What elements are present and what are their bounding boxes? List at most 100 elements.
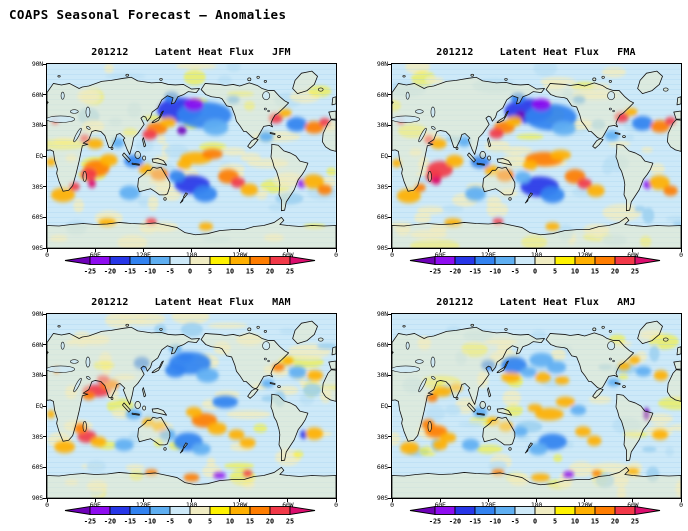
lat-tick-label: EQ xyxy=(380,151,389,160)
lon-tick xyxy=(680,498,682,502)
lon-tick-label: 0 xyxy=(334,251,338,259)
lat-tick-label: 90N xyxy=(376,59,388,68)
lon-tick xyxy=(191,248,192,252)
svg-text:-20: -20 xyxy=(104,518,116,526)
lon-tick-label: 120E xyxy=(480,251,496,259)
lon-tick xyxy=(335,498,337,502)
lat-tick xyxy=(43,186,47,188)
lon-tick-label: 0 xyxy=(390,501,394,509)
svg-text:15: 15 xyxy=(591,518,599,526)
lon-tick xyxy=(680,248,682,252)
lon-tick xyxy=(142,498,144,502)
svg-text:25: 25 xyxy=(631,518,639,526)
map-canvas-fma xyxy=(392,64,681,248)
svg-text:20: 20 xyxy=(611,518,619,526)
panel-title: 201212 Latent Heat Flux AMJ xyxy=(371,297,688,308)
lat-tick xyxy=(388,436,392,438)
svg-text:5: 5 xyxy=(208,518,212,526)
variable-name: Latent Heat Flux xyxy=(499,47,600,58)
lon-tick-label: 60W xyxy=(627,251,639,259)
svg-text:-25: -25 xyxy=(84,518,96,526)
svg-text:-15: -15 xyxy=(124,518,136,526)
season-label: AMJ xyxy=(617,297,636,308)
lat-tick-label: 30S xyxy=(31,432,43,441)
lon-tick xyxy=(632,248,634,252)
lat-tick xyxy=(388,466,392,468)
svg-text:10: 10 xyxy=(226,268,234,276)
lat-tick xyxy=(43,313,47,315)
lon-tick xyxy=(46,498,48,502)
lat-tick-label: 30N xyxy=(31,371,43,380)
lat-tick xyxy=(43,155,47,157)
lat-tick xyxy=(388,216,392,218)
lon-tick xyxy=(632,498,634,502)
lat-tick-label: 90S xyxy=(31,493,43,502)
init-time: 201212 xyxy=(91,297,129,308)
lon-tick-label: 0 xyxy=(45,501,49,509)
lon-tick xyxy=(584,248,586,252)
lat-tick-label: 90S xyxy=(31,243,43,252)
lon-tick-label: 120W xyxy=(232,501,248,509)
lat-tick-label: 30S xyxy=(376,432,388,441)
lat-tick-label: 30N xyxy=(376,121,388,130)
panel-mam: 201212 Latent Heat Flux MAM 90N 60N 30N EQ 30S… xyxy=(32,297,338,526)
lat-tick-label: 60N xyxy=(31,90,43,99)
lon-tick xyxy=(391,498,393,502)
lat-tick-label: 30N xyxy=(31,121,43,130)
lon-tick xyxy=(391,248,393,252)
lon-tick xyxy=(287,498,289,502)
lon-tick xyxy=(94,498,96,502)
lon-tick xyxy=(142,248,144,252)
lon-tick xyxy=(487,498,489,502)
svg-text:5: 5 xyxy=(208,268,212,276)
map-canvas-jfm xyxy=(47,64,336,248)
lon-tick xyxy=(335,248,337,252)
svg-text:5: 5 xyxy=(553,518,557,526)
lat-tick-label: 60N xyxy=(376,90,388,99)
svg-text:20: 20 xyxy=(611,268,619,276)
season-label: MAM xyxy=(272,297,291,308)
lat-tick xyxy=(43,374,47,376)
svg-text:-25: -25 xyxy=(429,268,441,276)
lon-tick-label: 0 xyxy=(390,251,394,259)
svg-text:20: 20 xyxy=(266,518,274,526)
colorbar-fma: -25 -20 -15 -10 -5 0 5 10 15 20 25 xyxy=(409,255,661,276)
lon-tick-label: 120W xyxy=(577,251,593,259)
svg-text:10: 10 xyxy=(571,518,579,526)
svg-text:-5: -5 xyxy=(511,518,519,526)
lat-tick xyxy=(388,186,392,188)
lon-tick-label: 120W xyxy=(577,501,593,509)
colorbar-jfm: -25 -20 -15 -10 -5 0 5 10 15 20 25 xyxy=(64,255,316,276)
map-frame-fma: 90N 60N 30N EQ 30S 60S 90S 0 60E 120E 180 120W 60W 0 xyxy=(377,61,683,258)
lat-tick xyxy=(388,405,392,407)
svg-text:15: 15 xyxy=(246,518,254,526)
svg-text:0: 0 xyxy=(188,518,192,526)
lon-tick-label: 60E xyxy=(89,501,101,509)
lat-tick xyxy=(388,63,392,65)
lon-tick-label: 120E xyxy=(135,501,151,509)
svg-text:25: 25 xyxy=(631,268,639,276)
lat-tick-label: EQ xyxy=(380,401,389,410)
lat-tick xyxy=(43,247,47,249)
svg-text:-20: -20 xyxy=(104,268,116,276)
svg-text:-10: -10 xyxy=(144,518,156,526)
lat-tick xyxy=(388,344,392,346)
lon-tick-label: 120E xyxy=(135,251,151,259)
svg-text:10: 10 xyxy=(571,268,579,276)
lat-tick-label: 30S xyxy=(376,182,388,191)
svg-text:-20: -20 xyxy=(449,268,461,276)
lon-tick xyxy=(536,248,537,252)
lon-tick xyxy=(46,248,48,252)
lon-tick-label: 0 xyxy=(45,251,49,259)
lon-tick xyxy=(239,248,241,252)
lon-tick-label: 180 xyxy=(530,501,543,509)
svg-text:25: 25 xyxy=(286,268,294,276)
lat-tick xyxy=(43,216,47,218)
lat-tick xyxy=(43,436,47,438)
svg-text:15: 15 xyxy=(246,268,254,276)
lon-tick-label: 180 xyxy=(185,501,198,509)
lon-tick xyxy=(94,248,96,252)
panel-fma: 201212 Latent Heat Flux FMA 90N 60N 30N EQ 30S… xyxy=(377,47,683,276)
lat-tick xyxy=(388,497,392,499)
map-canvas-amj xyxy=(392,314,681,498)
